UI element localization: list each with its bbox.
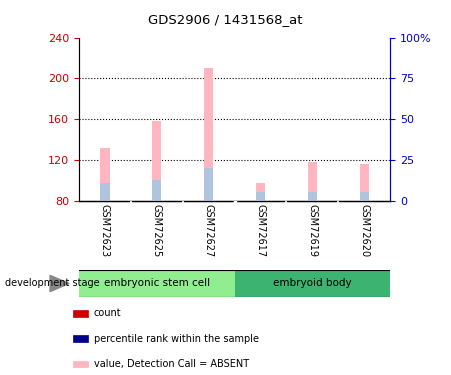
- Text: GSM72619: GSM72619: [307, 204, 318, 257]
- Text: GSM72625: GSM72625: [152, 204, 162, 257]
- Text: GDS2906 / 1431568_at: GDS2906 / 1431568_at: [148, 13, 303, 26]
- Text: GSM72627: GSM72627: [203, 204, 214, 257]
- Bar: [73, 310, 87, 316]
- Bar: [100, 183, 110, 201]
- Bar: [73, 336, 87, 342]
- Bar: [359, 192, 369, 201]
- Text: GSM72623: GSM72623: [100, 204, 110, 257]
- Text: GSM72617: GSM72617: [255, 204, 266, 257]
- Bar: [204, 168, 213, 201]
- Bar: [308, 192, 317, 201]
- Bar: [100, 148, 110, 201]
- Polygon shape: [50, 275, 69, 292]
- Bar: [152, 180, 161, 201]
- Text: development stage: development stage: [5, 279, 99, 288]
- Text: value, Detection Call = ABSENT: value, Detection Call = ABSENT: [94, 359, 249, 369]
- Bar: [235, 270, 390, 297]
- Bar: [73, 361, 87, 367]
- Text: embryoid body: embryoid body: [273, 279, 352, 288]
- Text: count: count: [94, 308, 122, 318]
- Bar: [359, 164, 369, 201]
- Bar: [256, 183, 265, 201]
- Text: percentile rank within the sample: percentile rank within the sample: [94, 334, 259, 344]
- Bar: [204, 68, 213, 201]
- Bar: [79, 270, 235, 297]
- Text: embryonic stem cell: embryonic stem cell: [104, 279, 210, 288]
- Bar: [152, 121, 161, 201]
- Bar: [256, 192, 265, 201]
- Text: GSM72620: GSM72620: [359, 204, 369, 257]
- Bar: [308, 162, 317, 201]
